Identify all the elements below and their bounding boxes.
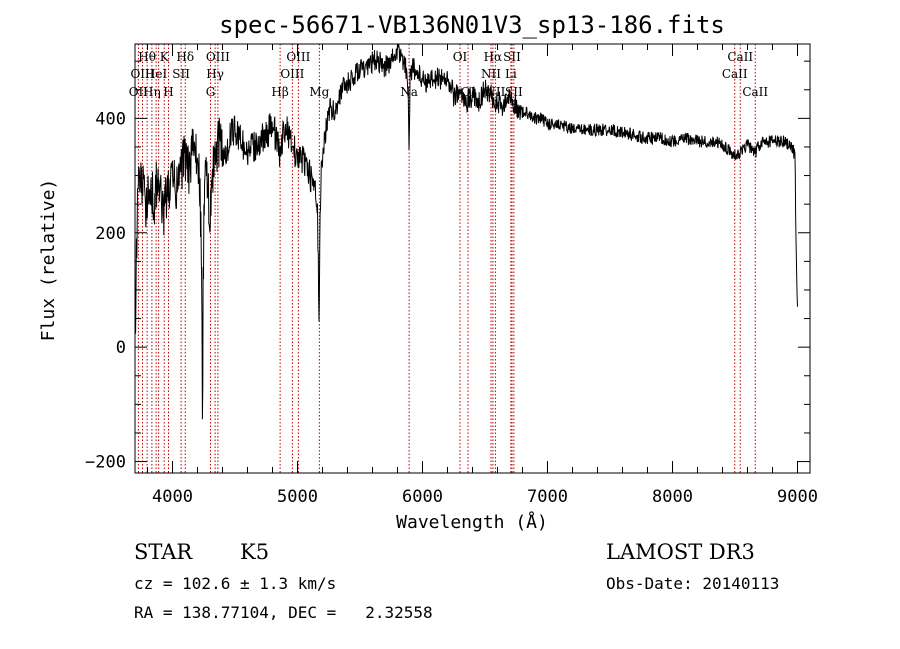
line-marker-label: NII bbox=[485, 85, 505, 99]
line-marker-label: OII bbox=[129, 85, 149, 99]
line-marker-label: CaII bbox=[722, 67, 748, 81]
line-marker-label: OI bbox=[461, 85, 476, 99]
line-marker-layer bbox=[137, 44, 756, 473]
line-marker-label: H bbox=[163, 85, 173, 99]
line-marker-label: Hη bbox=[143, 85, 161, 99]
line-marker-label: OIII bbox=[206, 50, 230, 64]
line-marker-label: SII bbox=[172, 67, 190, 81]
line-marker-label: CaII bbox=[727, 50, 753, 64]
line-marker-label: Mg bbox=[309, 85, 329, 99]
line-marker-label: Hβ bbox=[271, 85, 288, 99]
x-tick-label: 7000 bbox=[527, 487, 568, 507]
line-marker-label: Hθ bbox=[138, 50, 156, 64]
line-marker-label: OI bbox=[453, 50, 468, 64]
y-tick-label: −200 bbox=[85, 453, 126, 473]
axis-ticks: 4000 5000 6000 7000 8000 9000 −200 0 200 400 bbox=[85, 44, 818, 507]
redshift-value: cz = 102.6 ± 1.3 km/s bbox=[134, 574, 336, 593]
line-marker-label: HeI bbox=[145, 67, 168, 81]
line-marker-label: K bbox=[160, 50, 170, 64]
line-marker-label: CaII bbox=[742, 85, 768, 99]
spectrum-line bbox=[135, 43, 798, 420]
x-axis-label: Wavelength (Å) bbox=[396, 511, 548, 533]
line-marker-label: Hδ bbox=[176, 50, 194, 64]
x-tick-label: 8000 bbox=[652, 487, 693, 507]
y-tick-label: 200 bbox=[95, 224, 126, 244]
line-marker-label: Li bbox=[505, 67, 517, 81]
y-tick-label: 0 bbox=[116, 338, 126, 358]
line-marker-label: NII bbox=[481, 67, 501, 81]
marker-labels: OII OIII Hθ Hη HeI K H SII Hδ G Hγ OIII Hβ OIII OIII Mg… bbox=[129, 50, 769, 99]
x-tick-label: 6000 bbox=[402, 487, 443, 507]
line-marker-label: Hγ bbox=[206, 67, 224, 81]
observation-date: Obs-Date: 20140113 bbox=[606, 574, 779, 593]
survey-name: LAMOST DR3 bbox=[606, 540, 755, 564]
x-tick-label: 9000 bbox=[777, 487, 818, 507]
y-tick-label: 400 bbox=[95, 109, 126, 129]
line-marker-label: Na bbox=[400, 85, 418, 99]
chart-title: spec-56671-VB136N01V3_sp13-186.fits bbox=[219, 11, 725, 39]
object-subclass: K5 bbox=[240, 540, 269, 564]
x-tick-label: 5000 bbox=[277, 487, 318, 507]
line-marker-label: G bbox=[206, 85, 216, 99]
line-marker-label: SII bbox=[505, 85, 523, 99]
line-marker-label: SII bbox=[503, 50, 521, 64]
line-marker-label: OIII bbox=[130, 67, 154, 81]
line-marker-label: Hα bbox=[484, 50, 503, 64]
line-marker-label: OIII bbox=[280, 67, 304, 81]
coordinates: RA = 138.77104, DEC = 2.32558 bbox=[134, 603, 433, 622]
y-axis-label: Flux (relative) bbox=[38, 179, 59, 342]
x-tick-label: 4000 bbox=[152, 487, 193, 507]
line-marker-label: OIII bbox=[286, 50, 310, 64]
plot-frame bbox=[134, 43, 811, 474]
object-class: STAR bbox=[134, 540, 193, 564]
